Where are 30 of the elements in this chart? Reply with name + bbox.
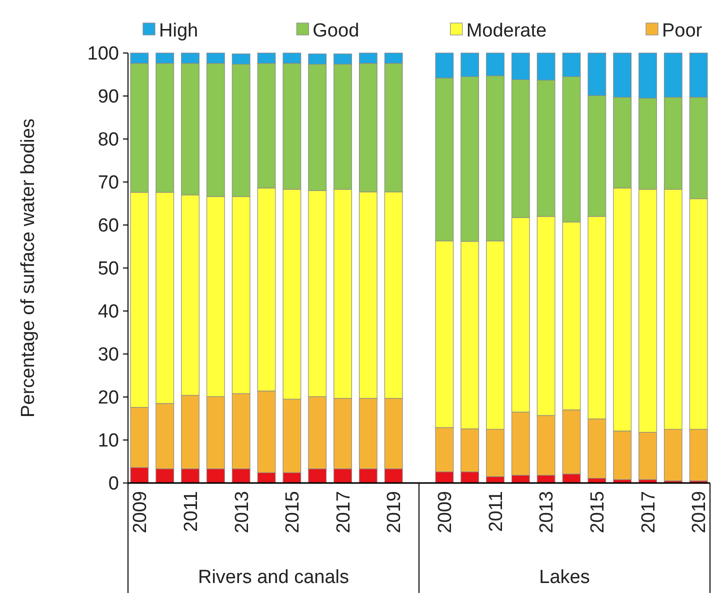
text: Lakes [539,567,590,588]
y-tick-label: 60 [98,216,119,237]
x-tick-label: 2009 [435,491,456,534]
x-tick-label: 2011 [180,491,202,532]
x-tick-label: 2013 [536,491,558,534]
y-tick-label: 90 [98,86,119,108]
x-tick-label: 2013 [232,491,253,534]
x-tick-label: 2019 [689,491,710,534]
legend-label: Poor [662,20,703,42]
x-tick-label: 2017 [638,491,660,534]
x-tick-label: 2019 [384,491,406,534]
x-tick-label: 2015 [588,491,609,534]
legend-label: High [159,20,198,42]
x-tick-label: 2015 [282,491,304,534]
x-tick-label: 2017 [333,491,354,534]
y-axis-title: Percentage of surface water bodies [18,118,39,418]
x-tick-label: 2011 [486,491,507,532]
y-tick-label: 100 [87,44,119,65]
y-tick-label: 10 [98,430,119,452]
y-tick-label: 20 [98,388,119,409]
y-tick-label: 50 [98,258,119,280]
x-tick-label: 2009 [130,491,152,534]
y-tick-label: 0 [108,474,119,495]
text: Rivers and canals [198,567,350,588]
y-tick-label: 80 [98,130,119,151]
y-tick-label: 30 [98,344,119,366]
y-tick-label: 70 [98,172,119,194]
legend-label: Good [312,20,360,42]
legend-label: Moderate [466,20,547,42]
y-tick-label: 40 [98,302,119,323]
